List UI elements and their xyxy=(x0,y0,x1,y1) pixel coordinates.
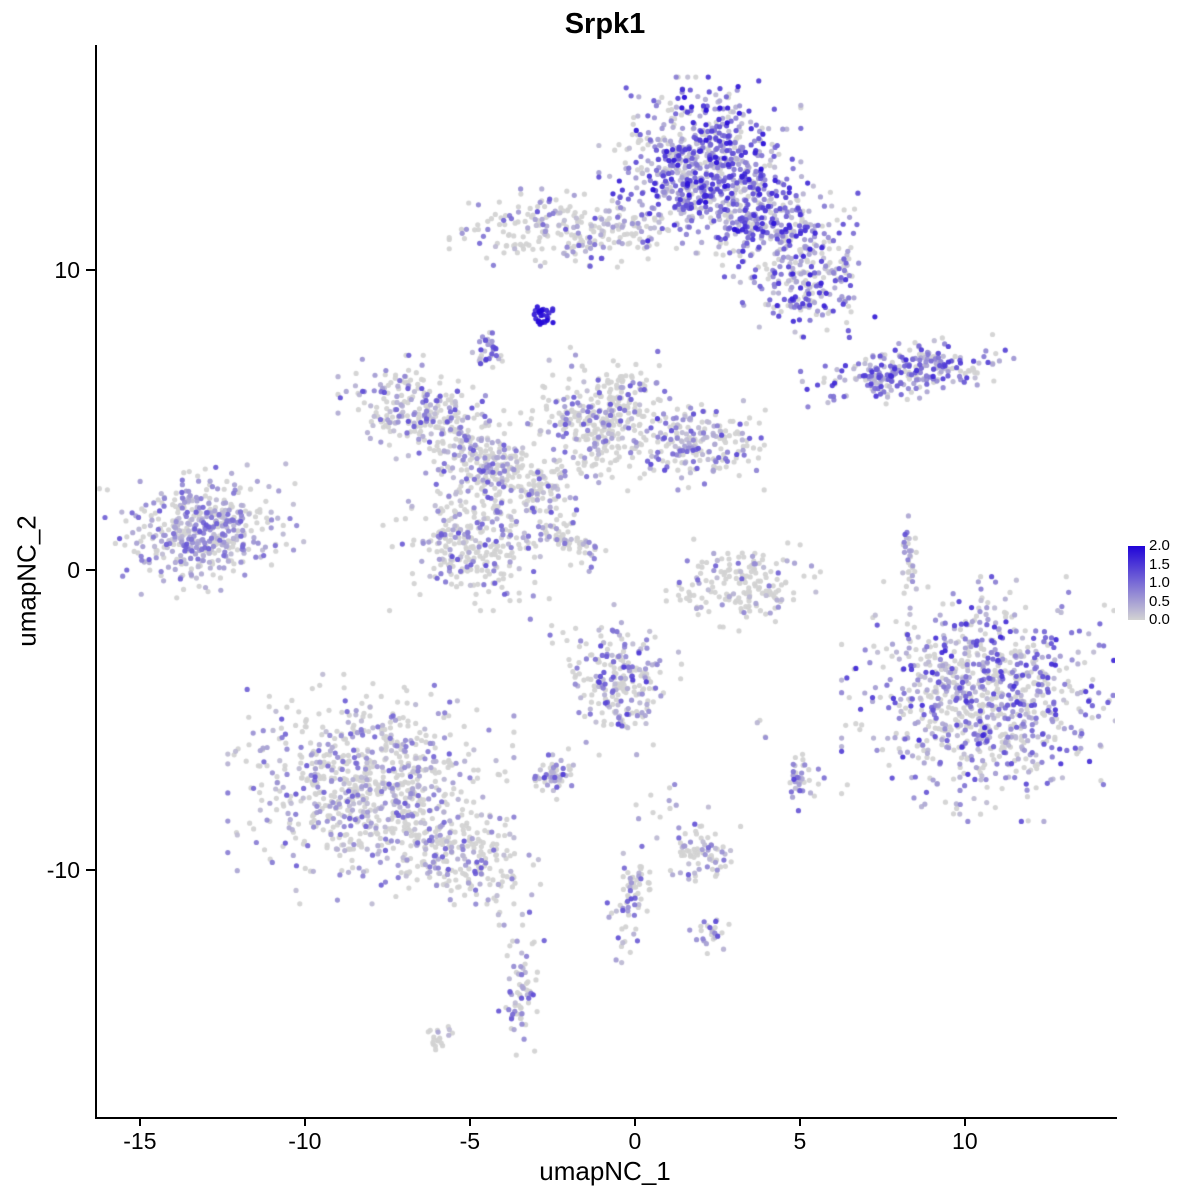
legend-tick-label: 0.5 xyxy=(1149,592,1170,610)
legend-tick-label: 1.0 xyxy=(1149,574,1170,591)
y-tick-mark xyxy=(86,569,95,572)
x-axis-title: umapNC_1 xyxy=(539,1156,671,1186)
x-tick-label: 0 xyxy=(628,1128,642,1154)
plot-title: Srpk1 xyxy=(564,8,646,40)
x-tick-mark xyxy=(303,1117,306,1126)
x-tick-mark xyxy=(963,1117,966,1126)
y-tick-label: 10 xyxy=(54,257,80,284)
x-tick-mark xyxy=(468,1117,471,1126)
x-tick-label: -15 xyxy=(123,1128,157,1154)
plot-panel-axes xyxy=(95,45,1117,1119)
y-tick-mark xyxy=(86,869,95,872)
x-tick-mark xyxy=(798,1117,801,1126)
y-tick-label: 0 xyxy=(67,557,80,584)
legend-colorbar xyxy=(1128,546,1145,620)
umap-scatter-canvas xyxy=(95,45,1115,1117)
legend-tick-label: 0.0 xyxy=(1149,611,1170,628)
x-tick-label: -10 xyxy=(288,1128,322,1154)
x-tick-label: 10 xyxy=(952,1128,978,1154)
y-tick-label: -10 xyxy=(46,857,80,884)
legend-tick-label: 2.0 xyxy=(1149,537,1170,554)
x-tick-mark xyxy=(138,1117,141,1126)
x-tick-label: -5 xyxy=(459,1128,481,1154)
x-tick-mark xyxy=(633,1117,636,1126)
y-tick-mark xyxy=(86,269,95,272)
y-axis-title: umapNC_2 xyxy=(11,515,42,647)
x-tick-label: 5 xyxy=(793,1128,807,1154)
legend-tick-label: 1.5 xyxy=(1149,555,1170,573)
